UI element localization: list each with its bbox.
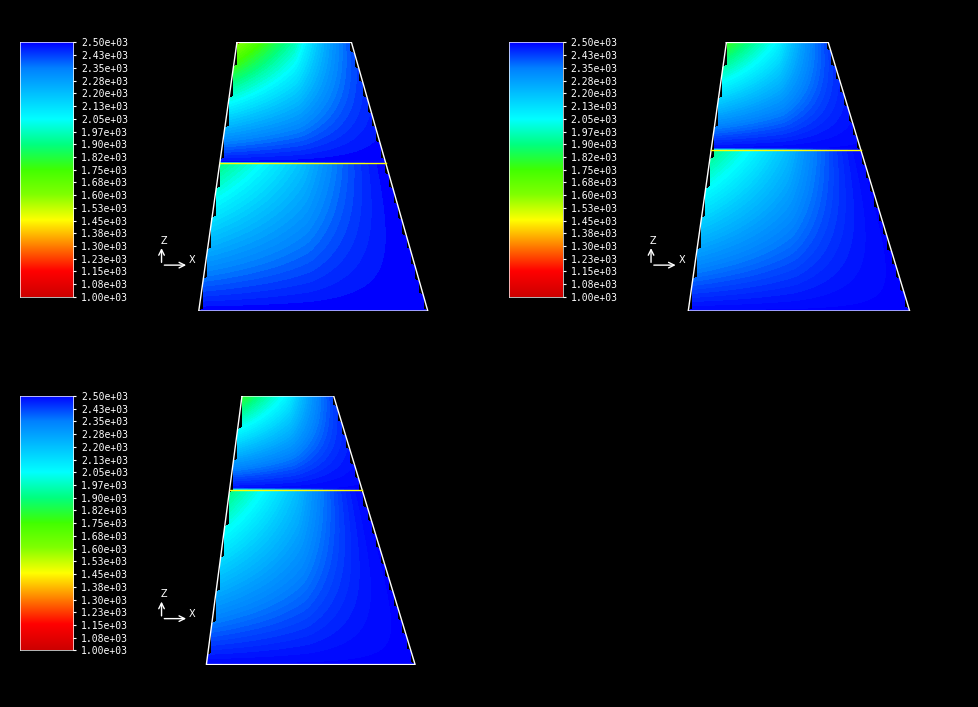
Text: Z: Z bbox=[160, 589, 167, 599]
Text: X: X bbox=[189, 609, 196, 619]
Text: Z = 500mm , Tmax = 1700.19도: Z = 500mm , Tmax = 1700.19도 bbox=[81, 678, 398, 697]
Text: Z: Z bbox=[160, 235, 167, 245]
Text: X: X bbox=[678, 255, 685, 265]
Text: Z = 300mm , Tmax = 1899.15도: Z = 300mm , Tmax = 1899.15도 bbox=[81, 325, 398, 344]
Text: X: X bbox=[189, 255, 196, 265]
Text: Z = 400 mm , Tmax = 1719.92도: Z = 400 mm , Tmax = 1719.92도 bbox=[564, 325, 893, 344]
Text: Z: Z bbox=[649, 235, 656, 245]
